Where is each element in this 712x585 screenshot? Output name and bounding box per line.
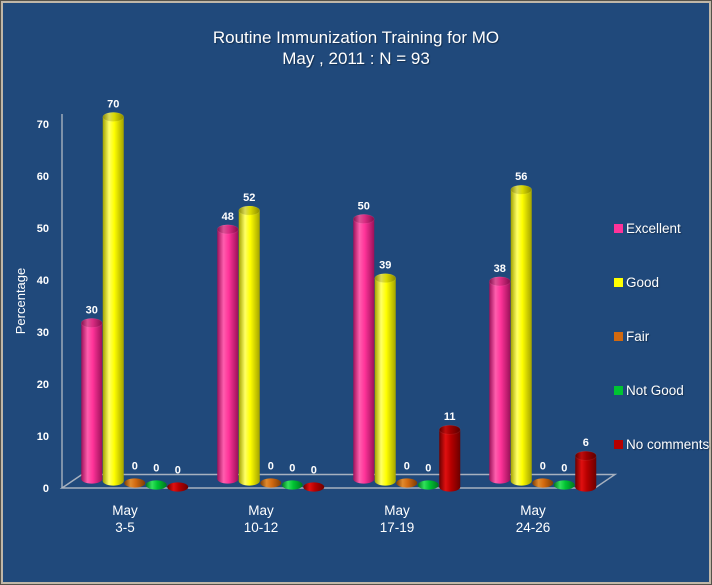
cylinder-body — [81, 323, 103, 479]
cylinder-top — [238, 206, 260, 216]
data-label: 38 — [494, 263, 506, 275]
cylinder-top-shade — [488, 276, 511, 287]
x-category-label: May — [112, 503, 138, 518]
legend-item: Not Good — [614, 382, 710, 399]
y-tick-label: 40 — [37, 275, 49, 287]
cylinder-top-shade — [80, 317, 103, 328]
cylinder-top-shade — [352, 213, 375, 224]
data-label: 0 — [561, 462, 567, 474]
data-label: 0 — [289, 462, 295, 474]
x-category-label: May — [520, 503, 546, 518]
y-tick-label: 10 — [37, 431, 49, 443]
chart-title-line1: Routine Immunization Training for MO — [212, 28, 500, 47]
legend-swatch-icon — [614, 332, 623, 341]
cylinder-body — [374, 278, 396, 481]
zero-value-disc — [167, 482, 189, 492]
data-label: 0 — [404, 460, 410, 472]
cylinder-top — [575, 451, 597, 461]
zero-value-disc — [260, 478, 282, 488]
cylinder-body — [238, 210, 260, 481]
x-category-label: May — [248, 503, 274, 518]
cylinder-top-shade — [102, 112, 125, 123]
cylinder-top-shade — [374, 273, 397, 284]
legend-swatch-icon — [614, 278, 623, 287]
chart-title: Routine Immunization Training for MO May… — [1, 27, 711, 69]
cylinder-top — [439, 425, 461, 435]
data-label: 0 — [175, 464, 181, 476]
legend-swatch-icon — [614, 386, 623, 395]
cylinder-top-shade — [438, 424, 461, 435]
data-label: 30 — [86, 304, 98, 316]
data-label: 70 — [107, 98, 119, 110]
zero-value-disc — [281, 480, 303, 490]
cylinder-top — [217, 224, 239, 234]
legend-label: Fair — [626, 329, 650, 344]
cylinder-top-shade — [216, 224, 239, 235]
cylinder-body — [217, 229, 239, 479]
cylinder-body — [439, 429, 461, 487]
data-label: 39 — [379, 260, 391, 272]
cylinder-top — [510, 185, 532, 195]
data-label: 48 — [222, 211, 234, 223]
data-label: 0 — [132, 460, 138, 472]
legend-item: Excellent — [614, 220, 710, 237]
cylinder-body — [102, 117, 124, 481]
y-tick-label: 50 — [37, 223, 49, 235]
cylinder-top — [81, 318, 103, 328]
cylinder-body — [510, 189, 532, 482]
data-label: 11 — [444, 411, 456, 423]
zero-value-disc — [532, 478, 554, 488]
zero-value-disc — [303, 482, 325, 492]
data-label: 52 — [243, 192, 255, 204]
legend-label: Good — [626, 275, 660, 290]
data-label: 56 — [515, 171, 527, 183]
cylinder-top — [102, 112, 124, 122]
legend-item: Fair — [614, 328, 710, 345]
y-tick-label: 70 — [37, 119, 49, 131]
legend-label: No comments — [626, 437, 710, 452]
chart-floor — [59, 473, 618, 489]
zero-value-disc — [124, 478, 146, 488]
cylinder-body — [489, 281, 511, 479]
x-category-label: May — [384, 503, 410, 518]
cylinder-top-shade — [574, 450, 597, 461]
data-label: 6 — [583, 437, 589, 449]
legend-item: No comments — [614, 436, 710, 453]
legend-label: Not Good — [626, 383, 684, 398]
cylinder-top — [489, 276, 511, 286]
y-tick-label: 0 — [43, 483, 49, 495]
legend-swatch-icon — [614, 440, 623, 449]
cylinder-top — [374, 273, 396, 283]
chart-title-line2: May , 2011 : N = 93 — [282, 49, 430, 68]
data-label: 0 — [268, 460, 274, 472]
zero-value-disc — [145, 480, 167, 490]
legend-item: Good — [614, 274, 710, 291]
zero-value-disc — [396, 478, 418, 488]
x-category-label: 17-19 — [380, 520, 415, 535]
y-axis-title: Percentage — [13, 268, 28, 335]
x-category-label: 10-12 — [244, 520, 279, 535]
cylinder-top-shade — [510, 184, 533, 195]
zero-value-disc — [417, 480, 439, 490]
data-label: 0 — [311, 464, 317, 476]
x-category-label: 24-26 — [516, 520, 551, 535]
data-label: 0 — [153, 462, 159, 474]
x-category-label: 3-5 — [115, 520, 135, 535]
legend-swatch-icon — [614, 224, 623, 233]
zero-value-disc — [553, 480, 575, 490]
cylinder-top — [353, 214, 375, 224]
data-label: 50 — [358, 200, 370, 212]
legend-label: Excellent — [626, 221, 681, 236]
data-label: 0 — [425, 462, 431, 474]
y-tick-label: 30 — [37, 327, 49, 339]
cylinder-body — [353, 219, 375, 479]
y-tick-label: 60 — [37, 171, 49, 183]
cylinder-top-shade — [238, 205, 261, 216]
chart-legend: Excellent Good Fair Not Good No comments — [614, 220, 710, 490]
y-tick-label: 20 — [37, 379, 49, 391]
data-label: 0 — [540, 460, 546, 472]
cylinder-body — [575, 455, 597, 487]
